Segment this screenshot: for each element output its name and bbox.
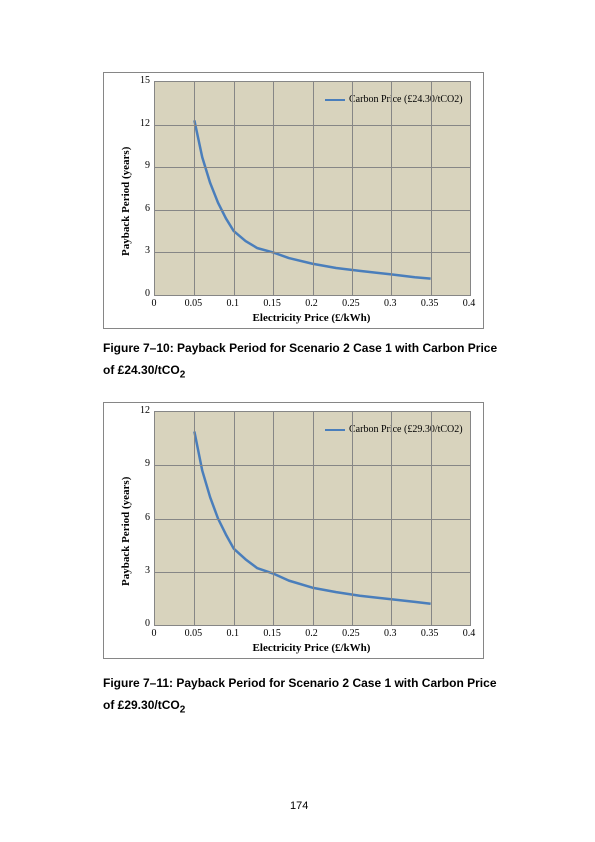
xtick: 0.35 — [421, 298, 439, 309]
gridline-h — [155, 572, 470, 573]
xtick: 0.05 — [185, 628, 203, 639]
ytick: 6 — [132, 203, 150, 214]
chart1-ylabel: Payback Period (years) — [120, 146, 132, 255]
gridline-h — [155, 519, 470, 520]
xtick: 0.25 — [342, 628, 360, 639]
chart2-legend: Carbon Price (£29.30/tCO2) — [325, 424, 463, 435]
figure-7-11-caption: Figure 7–11: Payback Period for Scenario… — [103, 673, 497, 719]
caption2-line1: Figure 7–11: Payback Period for Scenario… — [103, 676, 497, 690]
ytick: 9 — [132, 458, 150, 469]
gridline-h — [155, 125, 470, 126]
gridline-v — [273, 82, 274, 295]
chart1-legend-label: Carbon Price (£24.30/tCO2) — [349, 94, 463, 105]
chart1-plot: Carbon Price (£24.30/tCO2) — [154, 81, 471, 296]
chart1-legend: Carbon Price (£24.30/tCO2) — [325, 94, 463, 105]
ytick: 6 — [132, 512, 150, 523]
gridline-h — [155, 167, 470, 168]
gridline-h — [155, 465, 470, 466]
xtick: 0 — [152, 298, 157, 309]
ytick: 3 — [132, 565, 150, 576]
chart2-xlabel: Electricity Price (£/kWh) — [154, 642, 469, 654]
gridline-v — [313, 82, 314, 295]
chart2-ylabel: Payback Period (years) — [120, 476, 132, 585]
xtick: 0.35 — [421, 628, 439, 639]
gridline-h — [155, 252, 470, 253]
page-number: 174 — [290, 800, 308, 812]
xtick: 0.2 — [305, 628, 318, 639]
ytick: 12 — [132, 118, 150, 129]
xtick: 0.3 — [384, 628, 397, 639]
xtick: 0.4 — [463, 628, 476, 639]
xtick: 0.4 — [463, 298, 476, 309]
xtick: 0.15 — [263, 628, 281, 639]
gridline-v — [431, 82, 432, 295]
gridline-v — [352, 82, 353, 295]
ytick: 9 — [132, 160, 150, 171]
chart1-xlabel: Electricity Price (£/kWh) — [154, 312, 469, 324]
gridline-v — [194, 82, 195, 295]
xtick: 0.15 — [263, 298, 281, 309]
chart2-frame: Carbon Price (£29.30/tCO2) Payback Perio… — [103, 402, 484, 659]
gridline-v — [391, 82, 392, 295]
gridline-v — [234, 82, 235, 295]
legend-line-icon — [325, 429, 345, 431]
legend-line-icon — [325, 99, 345, 101]
ytick: 12 — [132, 405, 150, 416]
xtick: 0.3 — [384, 298, 397, 309]
figure-7-10-caption: Figure 7–10: Payback Period for Scenario… — [103, 338, 497, 384]
xtick: 0.1 — [227, 628, 240, 639]
xtick: 0.25 — [342, 298, 360, 309]
gridline-h — [155, 210, 470, 211]
ytick: 15 — [132, 75, 150, 86]
ytick: 0 — [132, 288, 150, 299]
chart2-legend-label: Carbon Price (£29.30/tCO2) — [349, 424, 463, 435]
xtick: 0.05 — [185, 298, 203, 309]
caption1-line1: Figure 7–10: Payback Period for Scenario… — [103, 341, 497, 355]
ytick: 0 — [132, 618, 150, 629]
caption2-line2a: of £29.30/tCO — [103, 698, 180, 712]
chart2-plot: Carbon Price (£29.30/tCO2) — [154, 411, 471, 626]
caption1-line2a: of £24.30/tCO — [103, 363, 180, 377]
chart1-frame: Carbon Price (£24.30/tCO2) Payback Perio… — [103, 72, 484, 329]
xtick: 0 — [152, 628, 157, 639]
caption2-sub: 2 — [180, 704, 186, 715]
xtick: 0.2 — [305, 298, 318, 309]
caption1-sub: 2 — [180, 369, 186, 380]
xtick: 0.1 — [227, 298, 240, 309]
ytick: 3 — [132, 245, 150, 256]
